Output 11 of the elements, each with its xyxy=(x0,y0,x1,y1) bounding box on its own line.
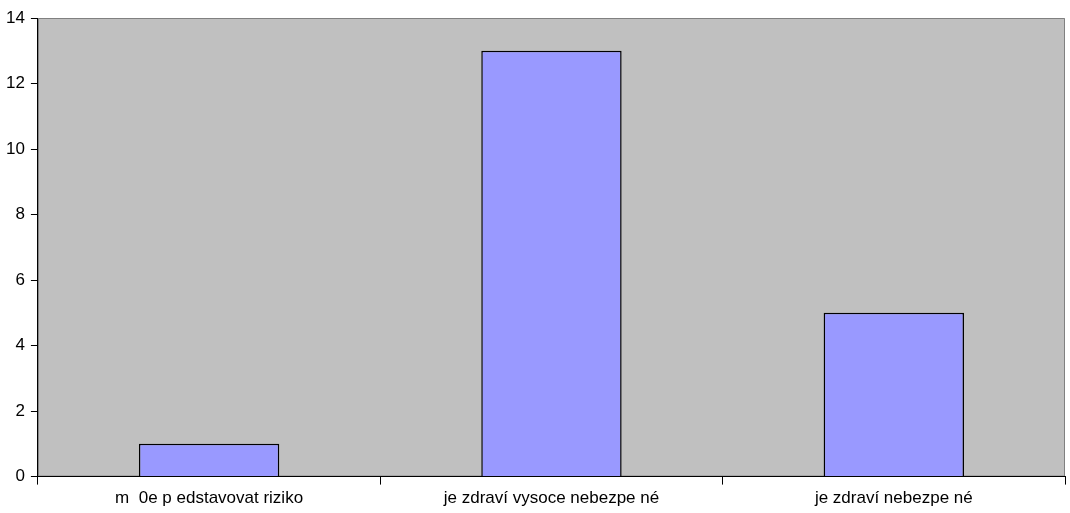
x-tick-label: je zdraví vysoce nebezpe né xyxy=(442,488,660,508)
x-tick-label: m 0e p edstavovat riziko xyxy=(115,488,304,508)
y-tick-label: 8 xyxy=(15,204,25,224)
y-tick-label: 14 xyxy=(5,7,25,27)
x-tick-label: je zdraví nebezpe né xyxy=(813,488,973,508)
y-tick-label: 12 xyxy=(5,73,25,93)
y-tick-label: 10 xyxy=(5,138,25,158)
y-tick-label: 4 xyxy=(15,335,25,355)
y-tick-label: 2 xyxy=(15,400,25,420)
y-tick-label: 6 xyxy=(15,269,25,289)
y-tick-label: 0 xyxy=(15,466,25,486)
